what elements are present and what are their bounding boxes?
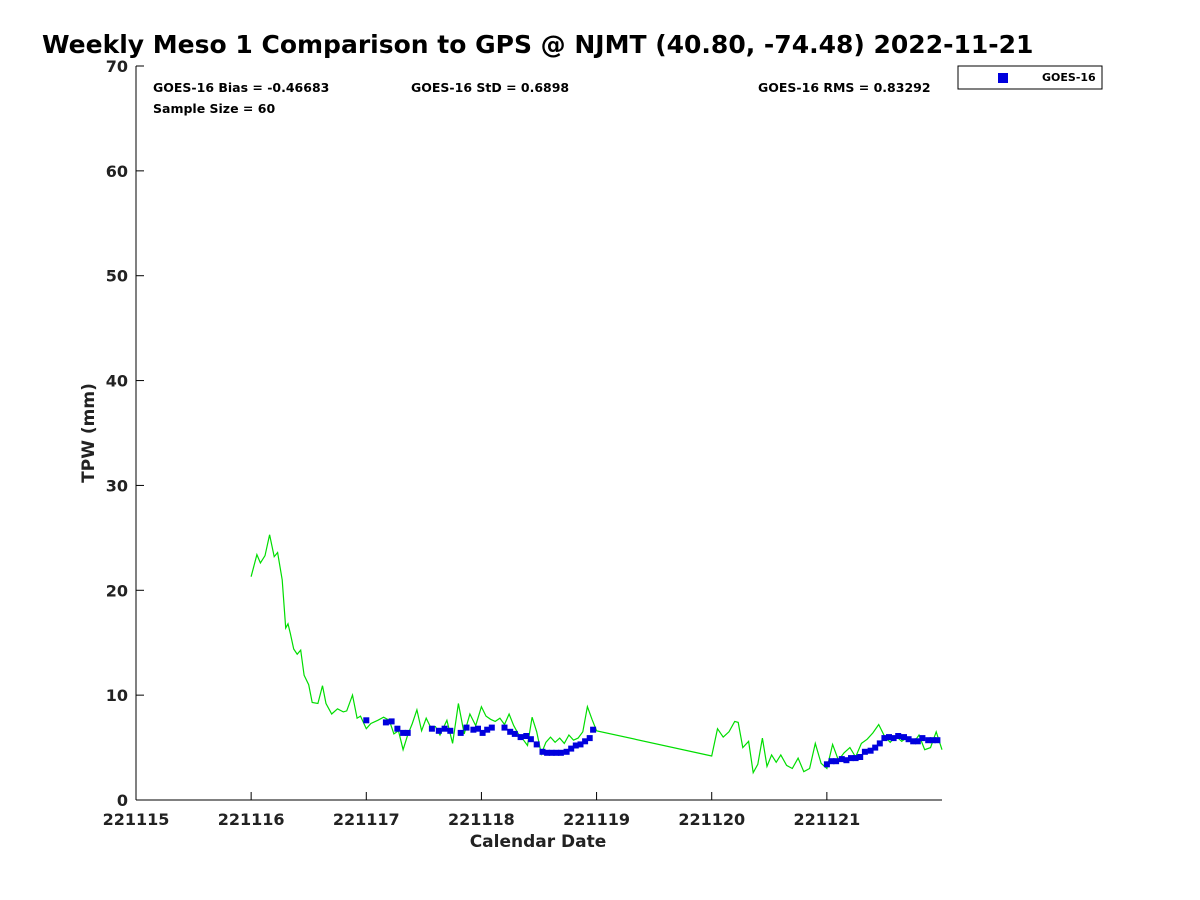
- rms-stat: GOES-16 RMS = 0.83292: [758, 80, 931, 95]
- y-ticks: 0 10 20 30 40 50 60 70: [106, 57, 144, 810]
- goes16-point: [511, 730, 518, 737]
- goes16-point: [400, 729, 407, 736]
- goes16-point: [394, 725, 401, 732]
- x-tick-label: 221115: [103, 810, 170, 829]
- y-tick-label: 60: [106, 162, 128, 181]
- goes16-point: [919, 735, 926, 742]
- y-axis-label: TPW (mm): [79, 383, 99, 483]
- goes16-point: [517, 734, 524, 741]
- sample-size-stat: Sample Size = 60: [153, 101, 275, 116]
- goes16-point: [582, 738, 589, 745]
- chart-title: Weekly Meso 1 Comparison to GPS @ NJMT (…: [42, 30, 1034, 59]
- gps-series-line: [250, 534, 943, 775]
- goes16-point: [428, 725, 435, 732]
- goes16-point: [557, 749, 564, 756]
- goes16-point: [867, 747, 874, 754]
- y-tick-label: 40: [106, 372, 128, 391]
- goes16-point: [388, 718, 395, 725]
- goes16-point: [823, 761, 830, 768]
- goes16-point: [929, 737, 936, 744]
- goes16-point: [382, 719, 389, 726]
- goes16-point: [507, 728, 514, 735]
- goes16-point: [548, 749, 555, 756]
- gps-line: [250, 534, 943, 775]
- goes16-point: [572, 742, 579, 749]
- goes16-point: [934, 737, 941, 744]
- goes16-point: [833, 758, 840, 765]
- x-tick-label: 221117: [333, 810, 400, 829]
- goes16-point: [441, 725, 448, 732]
- goes16-point: [484, 726, 491, 733]
- goes16-point: [533, 741, 540, 748]
- x-tick-label: 221116: [218, 810, 285, 829]
- goes16-point: [895, 733, 902, 739]
- goes16-point: [539, 748, 546, 755]
- goes16-point: [590, 726, 597, 733]
- legend: GOES-16: [957, 65, 1103, 90]
- goes16-point: [881, 735, 888, 742]
- goes16-point: [828, 758, 835, 765]
- x-axis-label: Calendar Date: [470, 832, 607, 852]
- x-tick-label: 221118: [448, 810, 515, 829]
- goes16-point: [872, 744, 879, 751]
- goes16-point: [457, 729, 464, 736]
- legend-box: [957, 65, 1103, 90]
- x-ticks: 221115 221116 221117 221118 221119 221120 2211…: [103, 792, 860, 829]
- goes16-point: [447, 727, 454, 734]
- goes16-point: [848, 755, 854, 762]
- legend-marker-goes16: [998, 73, 1008, 83]
- goes16-point: [479, 729, 486, 736]
- y-tick-label: 70: [106, 57, 128, 76]
- goes16-point: [475, 725, 481, 732]
- goes16-point: [488, 724, 495, 731]
- goes16-point: [404, 729, 411, 736]
- legend-label-goes16: GOES-16: [1042, 71, 1096, 84]
- goes16-point: [363, 717, 370, 724]
- goes16-point: [523, 733, 530, 739]
- y-tick-label: 10: [106, 686, 128, 705]
- goes16-point: [857, 754, 864, 760]
- goes16-point: [886, 734, 892, 741]
- goes16-point: [876, 740, 883, 747]
- y-tick-label: 50: [106, 267, 128, 286]
- y-tick-label: 0: [117, 791, 128, 810]
- bias-stat: GOES-16 Bias = -0.46683: [153, 80, 329, 95]
- goes16-point: [852, 755, 859, 762]
- goes-series-points: [363, 717, 941, 768]
- x-tick-label: 221119: [563, 810, 630, 829]
- goes16-point: [586, 735, 593, 742]
- goes16-point: [901, 734, 907, 741]
- goes16-point: [905, 736, 912, 743]
- goes16-point: [463, 724, 470, 731]
- goes16-point: [843, 757, 850, 764]
- goes16-point: [435, 727, 442, 734]
- goes16-point: [568, 745, 575, 752]
- goes16-point: [914, 738, 921, 745]
- std-stat: GOES-16 StD = 0.6898: [411, 80, 569, 95]
- goes16-point: [553, 749, 560, 756]
- x-tick-label: 221121: [793, 810, 860, 829]
- goes16-point: [527, 736, 534, 743]
- goes16-point: [910, 738, 917, 745]
- goes16-point: [563, 748, 570, 755]
- goes16-point: [925, 737, 932, 744]
- goes16-point: [577, 741, 584, 748]
- goes16-point: [470, 726, 477, 733]
- y-tick-label: 30: [106, 476, 128, 495]
- y-tick-label: 20: [106, 581, 128, 600]
- goes16-point: [861, 748, 868, 755]
- goes16-point: [838, 756, 845, 763]
- goes16-point: [501, 724, 508, 731]
- goes16-point: [890, 735, 897, 742]
- goes16-point: [544, 749, 551, 756]
- x-tick-label: 221120: [678, 810, 745, 829]
